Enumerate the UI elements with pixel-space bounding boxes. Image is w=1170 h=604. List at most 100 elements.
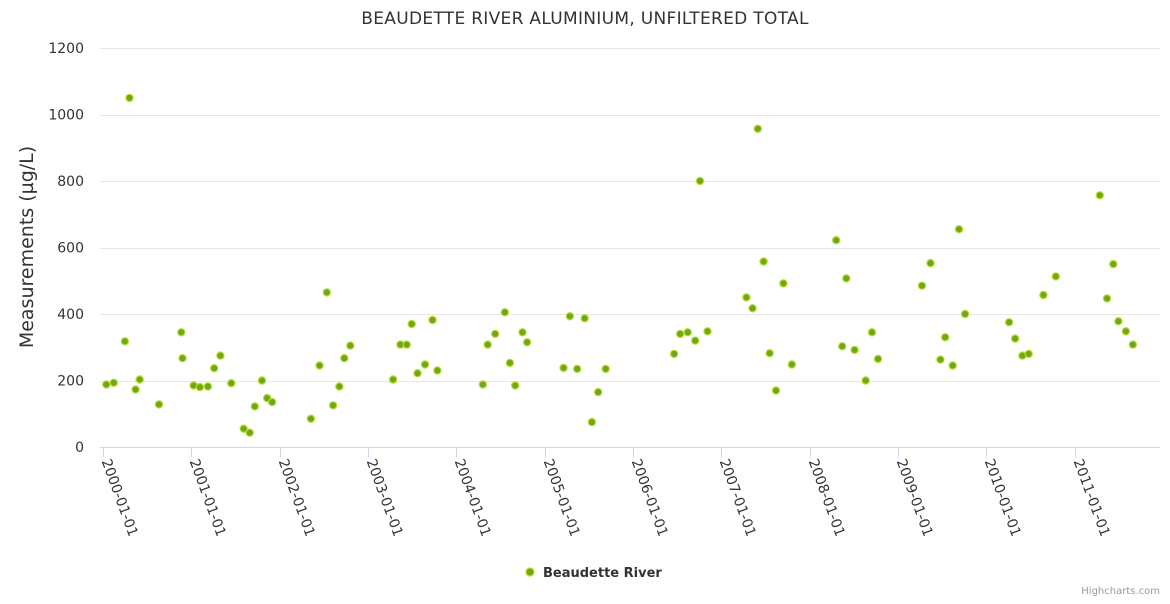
data-point[interactable] xyxy=(960,309,970,319)
data-point[interactable] xyxy=(691,336,700,345)
data-point[interactable] xyxy=(209,364,219,373)
data-point[interactable] xyxy=(867,328,877,337)
data-point[interactable] xyxy=(135,375,144,384)
data-point[interactable] xyxy=(850,345,859,355)
data-point[interactable] xyxy=(594,387,603,397)
credits-link[interactable]: Highcharts.com xyxy=(1081,586,1160,597)
data-point[interactable] xyxy=(742,293,751,302)
data-point[interactable] xyxy=(601,364,610,374)
data-point[interactable] xyxy=(1039,290,1048,300)
data-point[interactable] xyxy=(491,329,500,339)
data-point[interactable] xyxy=(239,424,248,433)
data-point[interactable] xyxy=(388,375,398,384)
data-point[interactable] xyxy=(340,354,349,363)
data-point[interactable] xyxy=(328,401,338,410)
y-tick-label: 800 xyxy=(57,174,84,190)
data-point[interactable] xyxy=(1128,340,1138,349)
data-point[interactable] xyxy=(695,176,705,186)
chart-title: BEAUDETTE RIVER ALUMINIUM, UNFILTERED TO… xyxy=(361,9,809,29)
data-point[interactable] xyxy=(177,328,186,337)
data-point[interactable] xyxy=(216,351,225,360)
data-point[interactable] xyxy=(703,327,712,336)
data-point[interactable] xyxy=(335,382,344,391)
data-point[interactable] xyxy=(683,328,692,337)
x-tick-label: 2007-01-01 xyxy=(716,457,759,539)
data-point[interactable] xyxy=(748,304,757,313)
data-point[interactable] xyxy=(245,428,254,437)
data-point[interactable] xyxy=(522,338,532,347)
x-tick-label: 2010-01-01 xyxy=(981,457,1024,539)
data-point[interactable] xyxy=(433,366,442,375)
data-point[interactable] xyxy=(948,361,957,370)
data-point[interactable] xyxy=(771,386,781,395)
data-point[interactable] xyxy=(227,379,236,388)
data-point[interactable] xyxy=(203,382,213,391)
data-point[interactable] xyxy=(120,337,130,346)
data-point[interactable] xyxy=(518,328,527,337)
data-point[interactable] xyxy=(941,333,950,342)
data-point[interactable] xyxy=(559,363,568,373)
x-tick-label: 2011-01-01 xyxy=(1070,457,1113,539)
data-series-beaudette-river[interactable] xyxy=(102,93,1138,437)
data-point[interactable] xyxy=(787,360,797,369)
data-point[interactable] xyxy=(1102,294,1112,303)
data-point[interactable] xyxy=(131,385,140,394)
data-point[interactable] xyxy=(580,314,589,323)
data-point[interactable] xyxy=(832,235,841,245)
data-point[interactable] xyxy=(178,354,187,363)
data-point[interactable] xyxy=(1004,318,1014,327)
data-point[interactable] xyxy=(268,397,277,407)
data-point[interactable] xyxy=(315,361,324,370)
data-point[interactable] xyxy=(195,382,205,392)
data-point[interactable] xyxy=(102,380,111,389)
data-point[interactable] xyxy=(346,341,355,350)
data-point[interactable] xyxy=(1051,272,1061,281)
data-point[interactable] xyxy=(500,308,509,317)
data-point[interactable] xyxy=(676,329,685,339)
data-point[interactable] xyxy=(1114,317,1123,326)
data-point[interactable] xyxy=(842,274,851,283)
data-point[interactable] xyxy=(936,355,945,364)
data-point[interactable] xyxy=(505,358,515,368)
data-point[interactable] xyxy=(483,340,492,349)
data-point[interactable] xyxy=(759,257,768,266)
data-point[interactable] xyxy=(917,281,927,290)
data-point[interactable] xyxy=(587,417,597,427)
data-point[interactable] xyxy=(565,312,575,321)
data-point[interactable] xyxy=(402,340,411,349)
data-point[interactable] xyxy=(1095,191,1105,200)
data-point[interactable] xyxy=(109,378,119,387)
x-tick-label: 2004-01-01 xyxy=(451,457,494,539)
data-point[interactable] xyxy=(413,369,422,378)
x-tick-label: 2005-01-01 xyxy=(540,457,583,539)
data-point[interactable] xyxy=(407,319,416,329)
data-point[interactable] xyxy=(765,349,774,358)
data-point[interactable] xyxy=(428,315,437,325)
data-point[interactable] xyxy=(322,288,331,297)
legend[interactable]: Beaudette River xyxy=(525,566,662,581)
data-point[interactable] xyxy=(753,124,763,134)
data-point[interactable] xyxy=(154,400,164,409)
y-tick-label: 1000 xyxy=(48,108,84,124)
data-point[interactable] xyxy=(1121,327,1131,336)
data-point[interactable] xyxy=(420,360,430,369)
data-point[interactable] xyxy=(1010,334,1020,343)
data-point[interactable] xyxy=(779,279,788,288)
data-point[interactable] xyxy=(926,258,935,268)
data-point[interactable] xyxy=(1109,259,1118,269)
data-point[interactable] xyxy=(873,354,883,364)
data-point[interactable] xyxy=(1024,349,1033,359)
data-point[interactable] xyxy=(669,349,679,359)
data-point[interactable] xyxy=(838,342,847,351)
data-point[interactable] xyxy=(257,376,267,385)
data-point[interactable] xyxy=(511,381,520,390)
legend-item-beaudette-river[interactable]: Beaudette River xyxy=(543,566,662,581)
data-point[interactable] xyxy=(306,414,316,423)
data-point[interactable] xyxy=(573,364,582,374)
data-point[interactable] xyxy=(478,380,487,389)
data-point[interactable] xyxy=(125,93,134,103)
data-point[interactable] xyxy=(250,402,259,411)
data-point[interactable] xyxy=(861,376,870,385)
data-point[interactable] xyxy=(954,224,964,234)
